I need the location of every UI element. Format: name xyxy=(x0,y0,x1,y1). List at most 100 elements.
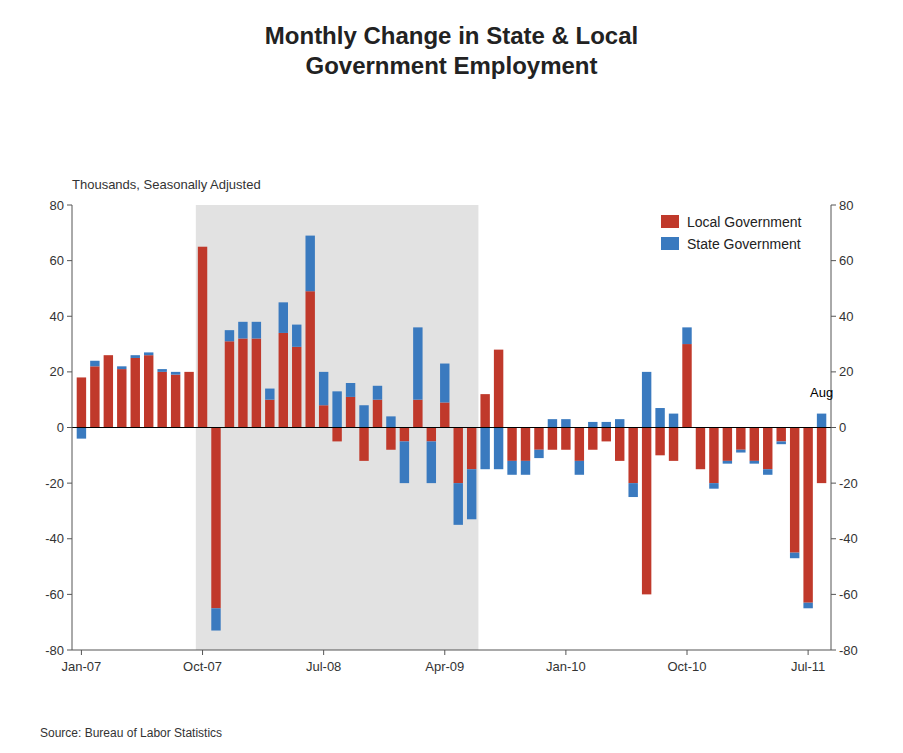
legend: Local GovernmentState Government xyxy=(661,214,802,252)
bar xyxy=(669,428,678,461)
bar xyxy=(77,377,86,427)
y2-tick xyxy=(831,427,836,428)
y2-tick xyxy=(831,594,836,595)
y2-tick xyxy=(831,538,836,539)
y2-tick xyxy=(831,483,836,484)
y-tick xyxy=(67,538,72,539)
bar xyxy=(763,469,772,475)
bar xyxy=(305,236,314,292)
bar xyxy=(709,483,718,489)
bar xyxy=(279,302,288,333)
y-tick-label: -40 xyxy=(45,531,64,546)
y-tick-label: -20 xyxy=(45,476,64,491)
bar xyxy=(265,389,274,400)
y-tick xyxy=(67,260,72,261)
bar xyxy=(575,461,584,475)
bar xyxy=(238,339,247,428)
bar xyxy=(507,461,516,475)
y-tick xyxy=(67,316,72,317)
bar xyxy=(494,350,503,428)
bar xyxy=(655,408,664,427)
y-tick-label: -60 xyxy=(45,587,64,602)
y-tick xyxy=(67,483,72,484)
bar xyxy=(723,461,732,464)
y2-tick-label: 20 xyxy=(839,364,853,379)
x-tick xyxy=(81,650,82,655)
bar xyxy=(346,383,355,397)
y-tick-label: -80 xyxy=(45,643,64,658)
bar xyxy=(736,450,745,453)
bar xyxy=(211,608,220,630)
x-tick xyxy=(202,650,203,655)
bar xyxy=(427,441,436,483)
bar xyxy=(252,322,261,339)
bar xyxy=(117,369,126,427)
bar xyxy=(104,355,113,356)
bar xyxy=(790,553,799,559)
x-tick xyxy=(323,650,324,655)
bar xyxy=(803,603,812,609)
bar xyxy=(548,428,557,450)
y-tick xyxy=(67,594,72,595)
bar xyxy=(386,416,395,427)
bar xyxy=(225,341,234,427)
x-tick-label: Jul-08 xyxy=(306,659,341,674)
bar xyxy=(655,428,664,456)
bar xyxy=(184,372,193,428)
y2-tick xyxy=(831,260,836,261)
bar xyxy=(104,355,113,427)
y-tick xyxy=(67,427,72,428)
bar xyxy=(682,327,691,344)
bar xyxy=(157,369,166,372)
bar xyxy=(803,428,812,603)
bar xyxy=(548,419,557,427)
bar xyxy=(400,428,409,442)
bar xyxy=(90,361,99,367)
bar xyxy=(454,483,463,525)
x-axis-line xyxy=(72,650,831,651)
bar xyxy=(669,414,678,428)
bar xyxy=(144,355,153,427)
bar xyxy=(77,428,86,439)
bar xyxy=(521,428,530,461)
bar xyxy=(131,355,140,358)
x-tick-label: Oct-10 xyxy=(667,659,706,674)
y-tick xyxy=(67,371,72,372)
bar xyxy=(628,483,637,497)
bar xyxy=(817,428,826,484)
bar xyxy=(615,428,624,461)
bar xyxy=(319,372,328,405)
bar xyxy=(279,333,288,428)
bar xyxy=(292,325,301,347)
x-tick-label: Oct-07 xyxy=(183,659,222,674)
y2-tick-label: -20 xyxy=(839,476,858,491)
x-tick-label: Jan-07 xyxy=(62,659,102,674)
x-tick xyxy=(687,650,688,655)
bar xyxy=(817,414,826,428)
bar xyxy=(763,428,772,470)
bar xyxy=(750,428,759,461)
bar xyxy=(521,461,530,475)
bar xyxy=(615,419,624,427)
bar xyxy=(211,428,220,609)
bar xyxy=(480,394,489,427)
bar xyxy=(588,428,597,450)
annotation: Aug xyxy=(810,385,833,400)
y-tick-label: 20 xyxy=(50,364,64,379)
bar xyxy=(198,246,207,247)
bar xyxy=(117,366,126,369)
bar xyxy=(157,372,166,428)
bar xyxy=(736,428,745,450)
x-tick-label: Jul-11 xyxy=(791,659,825,674)
bar xyxy=(225,330,234,341)
bar xyxy=(454,428,463,484)
y2-tick-label: -80 xyxy=(839,643,858,658)
y2-tick-label: 60 xyxy=(839,253,853,268)
y2-tick xyxy=(831,650,836,651)
bar xyxy=(359,405,368,427)
y-tick xyxy=(67,205,72,206)
x-tick xyxy=(808,650,809,655)
zero-line xyxy=(72,427,831,428)
bar xyxy=(400,441,409,483)
bar xyxy=(602,428,611,442)
